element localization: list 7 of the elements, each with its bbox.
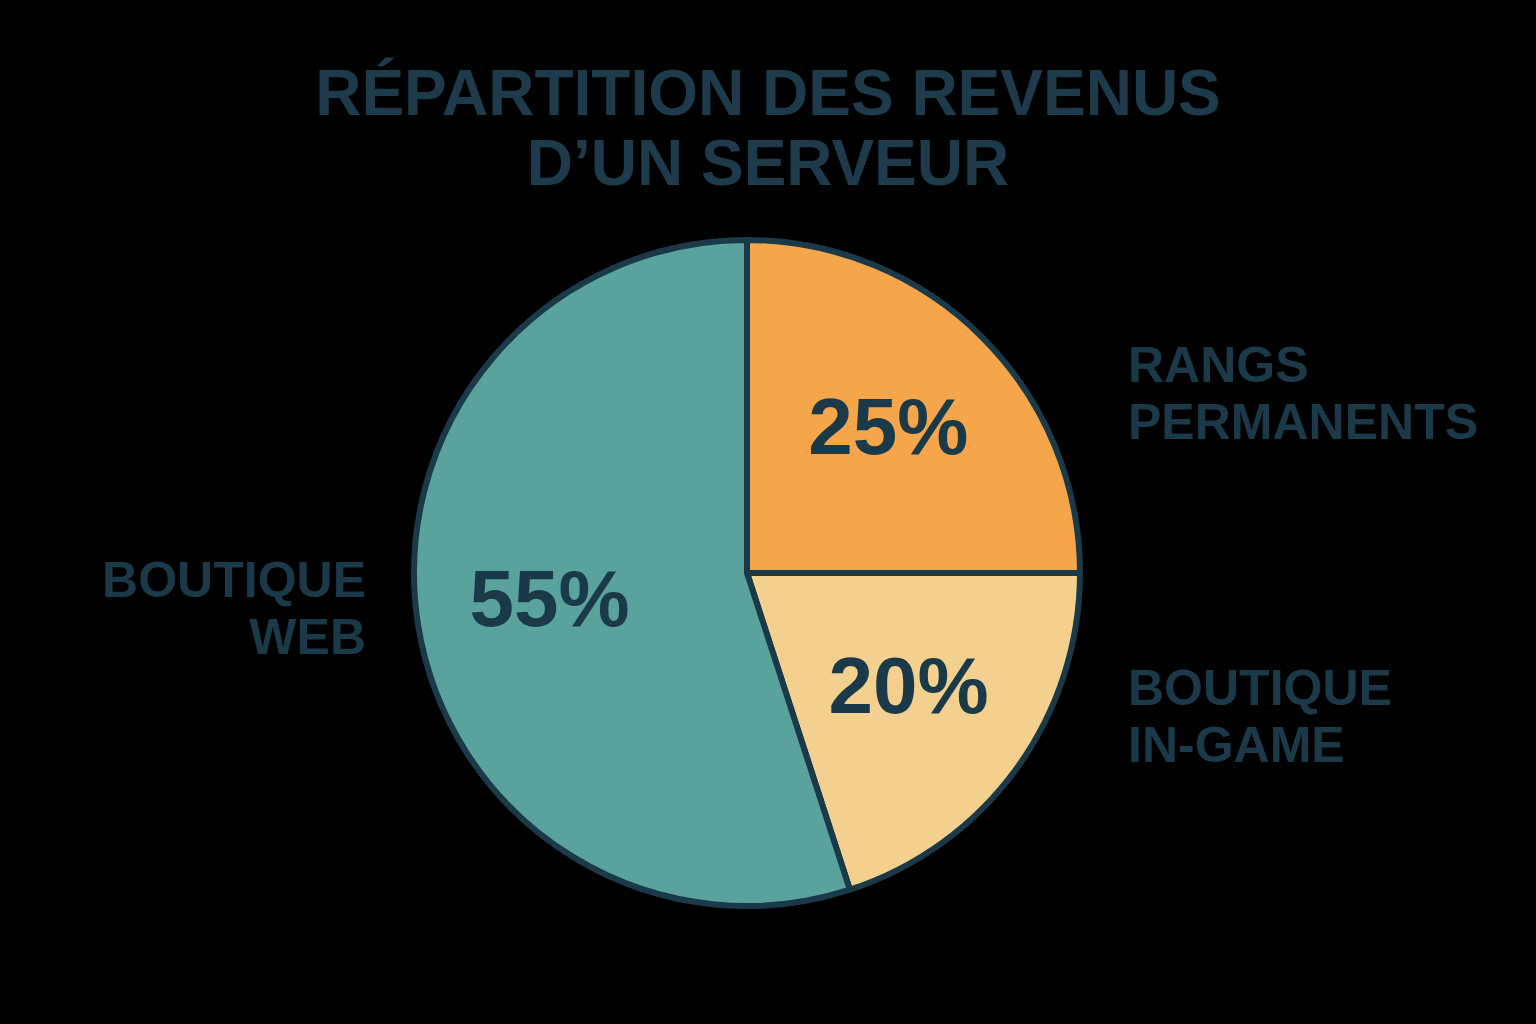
data-label: 25% [808,381,969,471]
data-label: 55% [469,554,630,644]
chart-title: RÉPARTITION DES REVENUS D’UN SERVEUR [314,57,1222,199]
slice-label: RANGS PERMANENTS [1128,336,1479,450]
slice-label: BOUTIQUE WEB [102,552,366,666]
data-label: 20% [828,640,989,730]
slice-label: BOUTIQUE IN-GAME [1128,660,1392,774]
